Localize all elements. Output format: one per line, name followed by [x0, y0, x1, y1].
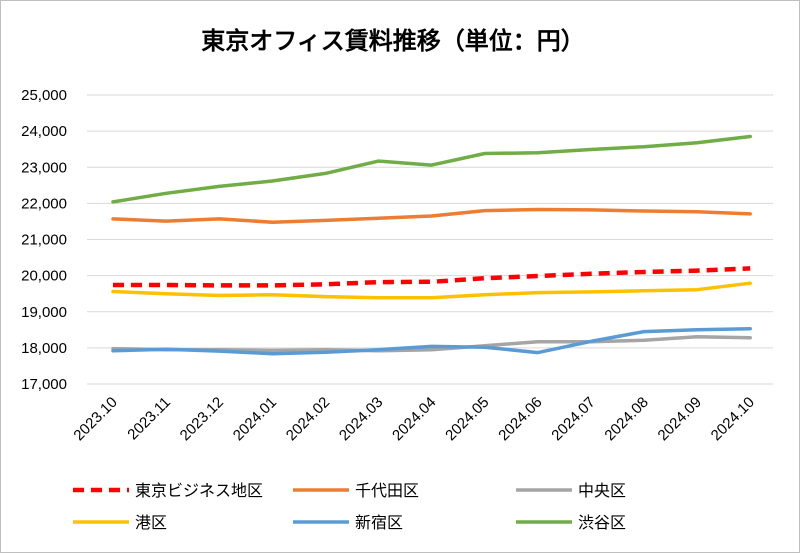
x-tick-label: 2023.11 — [124, 394, 174, 444]
series-line — [111, 326, 752, 356]
x-tick-label: 2023.10 — [70, 394, 120, 444]
series-line — [113, 266, 751, 288]
x-tick-label: 2024.04 — [389, 394, 439, 444]
y-tick-label: 20,000 — [21, 268, 67, 285]
legend-item: 東京ビジネス地区 — [73, 481, 263, 500]
legend-label: 渋谷区 — [578, 513, 626, 532]
x-tick-label: 2024.03 — [336, 394, 386, 444]
legend-item: 港区 — [73, 513, 167, 532]
legend-label: 千代田区 — [355, 481, 419, 500]
legend-label: 新宿区 — [355, 513, 403, 532]
legend-item: 千代田区 — [293, 481, 419, 500]
series-line — [111, 134, 752, 204]
series-line — [111, 207, 752, 224]
y-tick-label: 25,000 — [21, 87, 67, 104]
y-tick-label: 23,000 — [21, 159, 67, 176]
x-tick-label: 2024.08 — [601, 394, 651, 444]
x-tick-label: 2024.09 — [655, 394, 705, 444]
legend-item: 新宿区 — [293, 513, 403, 532]
chart-title: 東京オフィス賃料推移（単位：円） — [201, 27, 585, 55]
series-line — [111, 334, 752, 353]
y-tick-label: 24,000 — [21, 123, 67, 140]
x-tick-label: 2024.06 — [495, 394, 545, 444]
y-tick-label: 22,000 — [21, 195, 67, 212]
x-tick-label: 2024.07 — [548, 394, 598, 444]
legend-item: 中央区 — [516, 481, 626, 500]
y-tick-label: 18,000 — [21, 340, 67, 357]
legend-label: 港区 — [135, 513, 167, 532]
series-line — [111, 281, 752, 300]
x-tick-label: 2024.02 — [283, 394, 333, 444]
x-tick-label: 2024.10 — [708, 394, 758, 444]
x-tick-label: 2024.01 — [230, 394, 280, 444]
legend-label: 中央区 — [578, 481, 626, 500]
x-axis: 2023.10 2023.11 2023.12 2024.01 2024.02 2024.… — [70, 394, 758, 444]
x-tick-label: 2024.05 — [442, 394, 492, 444]
legend-label: 東京ビジネス地区 — [135, 481, 263, 500]
gridlines — [87, 94, 773, 385]
legend-item: 渋谷区 — [516, 513, 626, 532]
y-tick-label: 17,000 — [21, 376, 67, 393]
plot-area — [111, 134, 752, 356]
y-tick-label: 21,000 — [21, 232, 67, 249]
x-tick-label: 2023.12 — [177, 394, 227, 444]
y-tick-label: 19,000 — [21, 304, 67, 321]
y-axis: 17,000 18,000 19,000 20,000 21,000 22,000 23,0… — [21, 87, 67, 393]
